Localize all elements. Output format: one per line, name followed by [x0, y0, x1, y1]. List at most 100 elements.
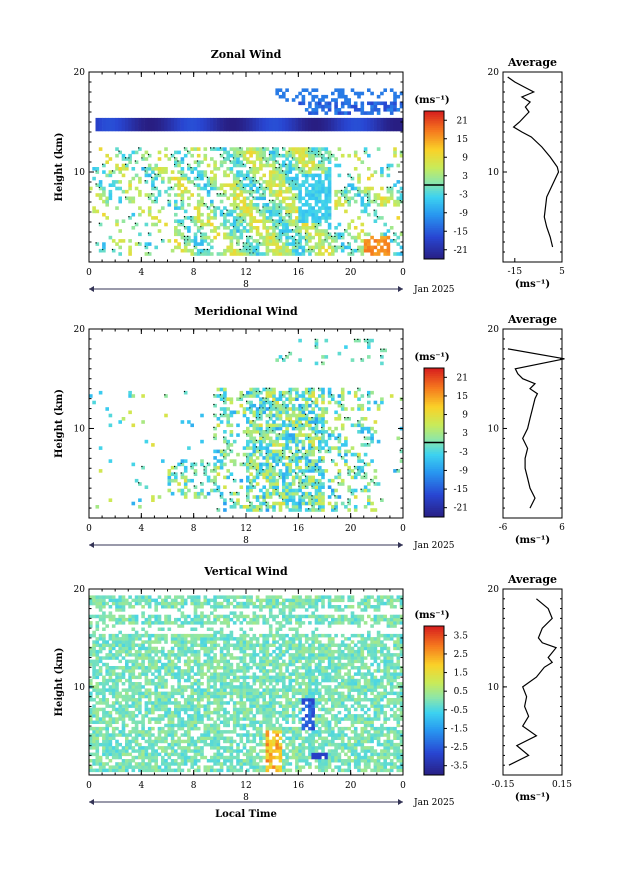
heatmap-cell: [223, 193, 227, 197]
zero-contour-mark: [308, 390, 310, 393]
heatmap-cell: [105, 742, 109, 747]
heatmap-cell: [108, 649, 113, 654]
heatmap-cell: [363, 117, 368, 122]
zero-contour-mark: [183, 390, 186, 393]
heatmap-cell: [200, 212, 204, 217]
profile-x-tick-label: -6: [499, 523, 508, 533]
heatmap-cell: [367, 338, 371, 343]
heatmap-cell: [249, 446, 253, 450]
heatmap-cell: [278, 472, 283, 476]
zero-contour-mark: [249, 505, 251, 507]
zero-contour-mark: [213, 403, 215, 406]
heatmap-cell: [350, 196, 355, 201]
heatmap-cell: [318, 222, 322, 227]
heatmap-cell: [151, 121, 155, 125]
heatmap-cell: [196, 203, 201, 207]
heatmap-cell: [157, 675, 162, 680]
heatmap-cell: [357, 403, 361, 408]
zero-contour-mark: [206, 176, 208, 178]
zero-contour-mark: [98, 186, 100, 188]
heatmap-cell: [370, 111, 374, 115]
heatmap-cell: [295, 407, 299, 411]
heatmap-cell: [353, 117, 358, 122]
heatmap-cell: [164, 765, 168, 769]
heatmap-cell: [125, 710, 129, 715]
heatmap-cell: [154, 675, 158, 680]
heatmap-cell: [321, 482, 325, 486]
heatmap-cell: [295, 206, 299, 210]
heatmap-cell: [105, 643, 109, 647]
heatmap-cell: [340, 203, 345, 207]
heatmap-cell: [125, 646, 129, 651]
heatmap-cell: [180, 199, 185, 204]
heatmap-cell: [164, 752, 168, 757]
heatmap-cell: [131, 196, 136, 201]
zero-contour-mark: [216, 193, 218, 195]
heatmap-cell: [115, 746, 119, 750]
heatmap-cell: [268, 423, 273, 428]
heatmap-cell: [125, 163, 129, 168]
heatmap-cell: [115, 163, 119, 168]
heatmap-cell: [216, 508, 221, 512]
heatmap-cell: [291, 475, 296, 480]
heatmap-cell: [383, 348, 387, 353]
heatmap-cell: [298, 478, 302, 483]
heatmap-cell: [138, 176, 142, 181]
heatmap-cell: [177, 117, 181, 122]
heatmap-cell: [268, 439, 273, 444]
heatmap-cell: [128, 180, 132, 184]
heatmap-cell: [105, 723, 109, 728]
heatmap-cell: [249, 436, 253, 441]
heatmap-cell: [308, 387, 312, 392]
heatmap-cell: [272, 124, 276, 128]
heatmap-cell: [128, 248, 132, 253]
heatmap-cell: [321, 147, 325, 151]
heatmap-cell: [232, 180, 237, 184]
zero-contour-mark: [344, 196, 346, 198]
heatmap-cell: [111, 694, 116, 699]
heatmap-cell: [321, 491, 325, 496]
heatmap-cell: [223, 189, 227, 194]
heatmap-cell: [304, 475, 309, 480]
heatmap-cell: [151, 666, 155, 670]
heatmap-cell: [138, 720, 142, 724]
heatmap-cell: [370, 501, 374, 506]
heatmap-cell: [232, 439, 237, 444]
heatmap-cell: [324, 235, 329, 240]
heatmap-cell: [314, 124, 319, 128]
heatmap-cell: [170, 649, 175, 654]
heatmap-cell: [131, 726, 136, 731]
heatmap-cell: [157, 746, 162, 750]
heatmap-cell: [131, 127, 136, 132]
heatmap-cell: [154, 649, 158, 654]
heatmap-cell: [128, 694, 132, 699]
heatmap-cell: [121, 643, 126, 647]
heatmap-cell: [298, 196, 302, 201]
heatmap-cell: [285, 433, 289, 437]
heatmap-cell: [164, 707, 168, 712]
colorbar-segment: [424, 444, 444, 447]
heatmap-cell: [213, 235, 217, 240]
heatmap-cell: [321, 456, 325, 460]
heatmap-cell: [115, 617, 119, 622]
heatmap-cell: [357, 180, 361, 184]
heatmap-cell: [242, 407, 247, 411]
heatmap-cell: [353, 108, 358, 112]
heatmap-cell: [360, 117, 365, 122]
heatmap-cell: [223, 407, 227, 411]
heatmap-cell: [246, 443, 250, 447]
heatmap-cell: [324, 203, 329, 207]
heatmap-cell: [314, 88, 319, 92]
heatmap-cell: [353, 239, 358, 243]
heatmap-cell: [275, 147, 279, 151]
zero-contour-mark: [367, 443, 369, 445]
zero-contour-mark: [393, 239, 395, 241]
heatmap-cell: [102, 212, 106, 217]
heatmap-cell: [288, 147, 293, 151]
heatmap-cell: [314, 121, 319, 125]
zero-contour-mark: [318, 387, 320, 389]
zero-contour-mark: [334, 495, 336, 497]
heatmap-cell: [89, 653, 93, 657]
heatmap-cell: [314, 242, 319, 246]
heatmap-cell: [295, 456, 299, 460]
